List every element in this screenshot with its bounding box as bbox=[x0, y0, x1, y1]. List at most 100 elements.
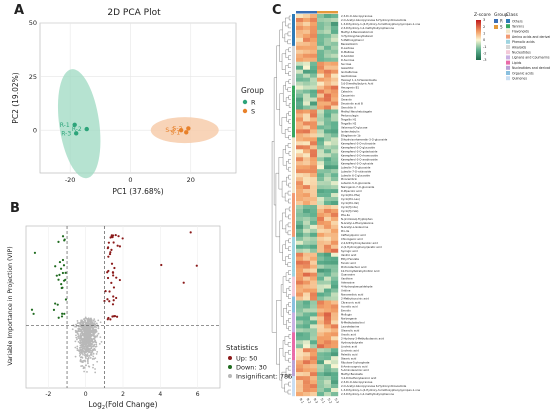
heatmap-colorbar-tick: 3 bbox=[483, 18, 485, 22]
heatmap-cell bbox=[324, 181, 332, 186]
heatmap-cell bbox=[324, 61, 332, 66]
vip-point-insignificant bbox=[79, 323, 82, 326]
heatmap-class-cell bbox=[292, 37, 295, 43]
vip-point-insignificant bbox=[90, 351, 93, 354]
heatmap-cell bbox=[324, 129, 332, 134]
heatmap-cell bbox=[303, 276, 311, 281]
vip-point-insignificant bbox=[75, 336, 78, 339]
heatmap-cell bbox=[303, 248, 311, 253]
heatmap-cell bbox=[310, 169, 318, 174]
heatmap-cell bbox=[317, 189, 325, 194]
heatmap-cell bbox=[331, 212, 339, 218]
vip-point-up bbox=[108, 290, 111, 293]
heatmap-class-cell bbox=[292, 25, 295, 31]
heatmap-class-cell bbox=[292, 240, 295, 245]
pca-chart: 2D PCA Plot R-1R-2R-3 S-1S-2S-3 -20 0 20 50… bbox=[11, 8, 264, 196]
heatmap-chart: 2,3-Di-O-Glucopyranose2-O-Acetyl-Glucopy… bbox=[271, 11, 550, 405]
vip-point-up bbox=[115, 315, 119, 318]
heatmap-cell bbox=[324, 344, 332, 349]
heatmap-cell bbox=[296, 264, 304, 269]
heatmap-class-cell bbox=[292, 29, 295, 35]
heatmap-cell bbox=[317, 169, 325, 174]
heatmap-cell bbox=[303, 372, 311, 377]
heatmap-row-labels: 2,3-Di-O-Glucopyranose2-O-Acetyl-Glucopy… bbox=[341, 14, 420, 396]
vip-point-insignificant bbox=[79, 330, 82, 333]
heatmap-cell bbox=[331, 85, 339, 90]
heatmap-colorbar-tick: 1 bbox=[483, 32, 485, 36]
vip-point-insignificant bbox=[87, 342, 90, 345]
heatmap-cell bbox=[296, 256, 304, 261]
heatmap-row-label: Guanosine bbox=[341, 273, 355, 277]
heatmap-cell bbox=[296, 260, 304, 265]
heatmap-row-label: Uridine bbox=[341, 289, 351, 293]
heatmap-class-cell bbox=[292, 45, 295, 51]
heatmap-cell bbox=[317, 240, 325, 245]
heatmap-row-label: 2-O-Acetyl-Glucopyranose 6-Hydroxynitros… bbox=[341, 384, 407, 388]
heatmap-class-cell bbox=[292, 316, 295, 321]
pca-legend-label-r: R bbox=[251, 99, 256, 107]
vip-point-insignificant bbox=[76, 345, 79, 348]
heatmap-cell bbox=[317, 344, 325, 349]
vip-point-insignificant bbox=[82, 342, 85, 345]
heatmap-cell bbox=[324, 145, 332, 150]
heatmap-cell bbox=[296, 224, 304, 230]
heatmap-cell bbox=[303, 165, 311, 170]
heatmap-cell bbox=[324, 216, 332, 222]
heatmap-cell bbox=[317, 73, 325, 78]
heatmap-cell bbox=[303, 380, 311, 385]
heatmap-cell bbox=[296, 205, 304, 210]
heatmap-cell bbox=[303, 348, 311, 353]
heatmap-cell bbox=[331, 193, 339, 198]
heatmap-class-label: Organic acids bbox=[512, 71, 534, 75]
heatmap-cell bbox=[310, 181, 318, 186]
heatmap-cell bbox=[303, 256, 311, 261]
heatmap-row-label: Laurotetanine bbox=[341, 324, 360, 328]
heatmap-cell bbox=[331, 252, 339, 257]
heatmap-class-bar bbox=[292, 14, 295, 397]
vip-point-insignificant bbox=[83, 354, 86, 357]
heatmap-class-cell bbox=[292, 137, 295, 142]
heatmap-cell bbox=[324, 260, 332, 265]
heatmap-row-dendrogram-branch bbox=[288, 358, 291, 363]
heatmap-class-cell bbox=[292, 157, 295, 162]
vip-point-insignificant bbox=[81, 341, 84, 344]
heatmap-cell bbox=[317, 49, 325, 54]
heatmap-cell bbox=[303, 125, 311, 130]
heatmap-cell bbox=[324, 149, 332, 154]
heatmap-cell bbox=[310, 216, 318, 222]
vip-point-insignificant bbox=[84, 328, 87, 331]
heatmap-row-dendrogram-branch bbox=[288, 159, 291, 164]
heatmap-cell bbox=[324, 340, 332, 345]
heatmap-cell bbox=[303, 205, 311, 210]
vip-point-insignificant bbox=[95, 326, 97, 329]
heatmap-class-cell bbox=[292, 49, 295, 54]
heatmap-row-dendrogram-branch bbox=[287, 230, 291, 236]
heatmap-row-label: D-Sucrose bbox=[341, 58, 355, 62]
panel-letter-a: A bbox=[14, 3, 24, 18]
heatmap-cell bbox=[296, 165, 304, 170]
heatmap-cell bbox=[310, 145, 318, 150]
pca-points: R-1R-2R-3 S-1S-2S-3 bbox=[60, 122, 191, 137]
heatmap-row-label: Kaempferol-3-O-xyloside bbox=[341, 161, 374, 165]
vip-point-up bbox=[109, 318, 112, 321]
heatmap-cell bbox=[324, 300, 332, 305]
heatmap-cell bbox=[317, 368, 325, 373]
heatmap-class-label: Flavonoids bbox=[512, 30, 529, 34]
heatmap-cell bbox=[317, 268, 325, 273]
heatmap-cell bbox=[303, 272, 311, 277]
heatmap-cell bbox=[331, 296, 339, 301]
heatmap-cell bbox=[317, 165, 325, 170]
heatmap-cell bbox=[324, 284, 332, 289]
heatmap-column-label: R-2 bbox=[306, 398, 312, 405]
heatmap-cell bbox=[324, 125, 332, 130]
heatmap-cell bbox=[317, 388, 325, 393]
heatmap-class-cell bbox=[292, 181, 295, 186]
vip-point-up bbox=[104, 290, 107, 293]
heatmap-row-dendrogram-branch bbox=[288, 270, 291, 275]
heatmap-cell bbox=[310, 332, 318, 337]
heatmap-class-cell bbox=[292, 85, 295, 90]
heatmap-cell bbox=[324, 316, 332, 321]
vip-point-insignificant bbox=[85, 346, 88, 349]
heatmap-class-cell bbox=[292, 272, 295, 277]
heatmap-cell bbox=[331, 29, 339, 35]
